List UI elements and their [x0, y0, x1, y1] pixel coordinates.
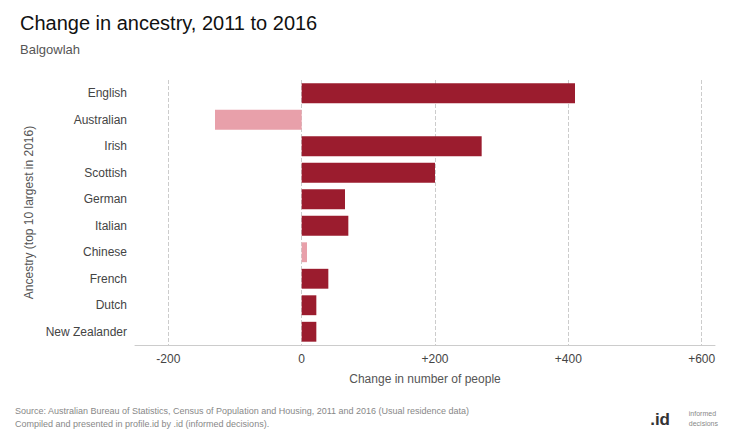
svg-text:Ancestry (top 10 largest in 20: Ancestry (top 10 largest in 2016): [22, 126, 36, 299]
svg-text:Compiled and presented in prof: Compiled and presented in profile.id by …: [15, 419, 269, 429]
svg-text:+200: +200: [421, 352, 448, 366]
svg-text:German: German: [84, 192, 127, 206]
svg-text:+600: +600: [688, 352, 715, 366]
svg-text:-200: -200: [156, 352, 180, 366]
svg-text:0: 0: [298, 352, 305, 366]
svg-text:Change in ancestry, 2011 to 20: Change in ancestry, 2011 to 2016: [20, 12, 317, 34]
svg-text:French: French: [90, 272, 127, 286]
svg-text:Australian: Australian: [74, 113, 127, 127]
svg-text:informed: informed: [689, 410, 716, 417]
svg-text:Irish: Irish: [104, 139, 127, 153]
svg-text:decisions: decisions: [689, 420, 719, 427]
svg-text:New Zealander: New Zealander: [46, 325, 127, 339]
svg-text:Dutch: Dutch: [96, 298, 127, 312]
svg-text:Scottish: Scottish: [84, 166, 127, 180]
svg-text:+400: +400: [555, 352, 582, 366]
svg-text:English: English: [88, 86, 127, 100]
svg-text:Chinese: Chinese: [83, 245, 127, 259]
svg-text:Italian: Italian: [95, 219, 127, 233]
svg-text:Change in number of people: Change in number of people: [349, 372, 501, 386]
svg-text:Source: Australian Bureau of S: Source: Australian Bureau of Statistics,…: [15, 406, 469, 416]
svg-text:.id: .id: [650, 410, 670, 429]
svg-text:Balgowlah: Balgowlah: [20, 42, 80, 57]
